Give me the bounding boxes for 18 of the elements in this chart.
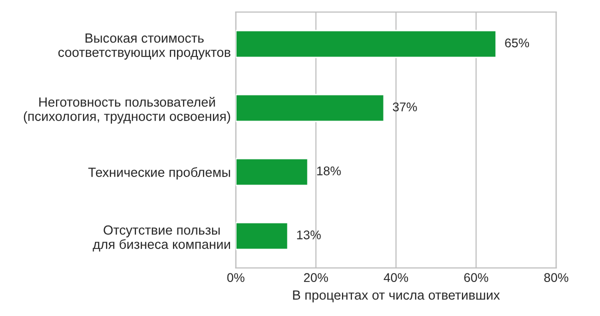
bar (236, 94, 385, 122)
y-tick-label: Неготовность пользователей (психология, трудности освоения) (24, 96, 230, 124)
x-tick-label: 0% (227, 273, 244, 282)
data-label: 13% (297, 230, 321, 240)
data-label: 37% (392, 102, 417, 112)
data-label: 65% (505, 38, 530, 48)
x-axis-title: В процентах от числа ответивших (293, 290, 500, 302)
y-tick-label: Технические проблемы (88, 167, 230, 180)
x-tick-label: 80% (544, 273, 568, 282)
y-tick-label: Отсутствие пользы для бизнеса компании (92, 225, 230, 252)
x-tick-label: 60% (464, 273, 488, 282)
x-tick-label: 20% (304, 273, 328, 282)
data-label: 18% (317, 166, 341, 176)
x-tick-label: 40% (384, 273, 408, 282)
bar (236, 158, 309, 186)
bar (236, 30, 497, 58)
bar (236, 222, 289, 250)
y-tick-label: Высокая стоимость соответствующих продуктов (58, 34, 230, 60)
